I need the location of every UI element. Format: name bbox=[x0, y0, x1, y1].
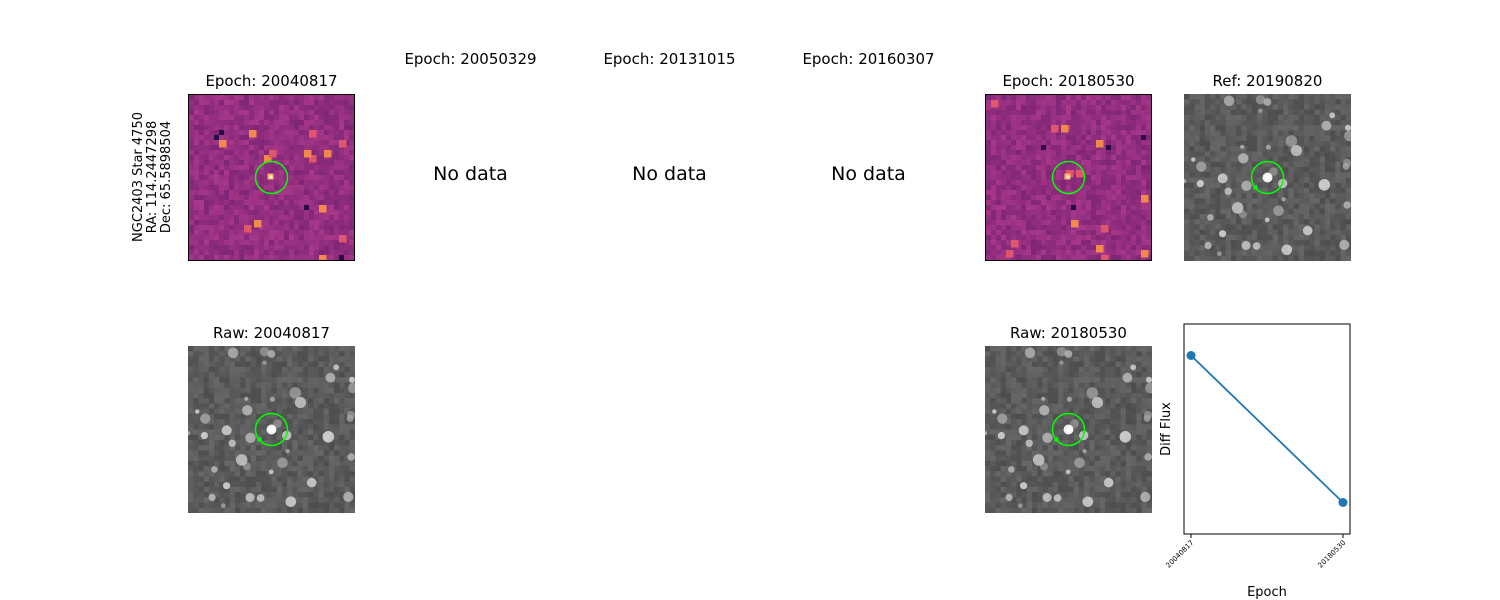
ref-image-svg bbox=[1184, 94, 1351, 261]
raw-image-svg-1 bbox=[188, 346, 355, 513]
raw-title-1: Raw: 20040817 bbox=[213, 324, 330, 342]
diff-image-svg-1 bbox=[189, 95, 354, 260]
star-ra: RA: 114.2447298 bbox=[145, 120, 160, 234]
data-point bbox=[1186, 351, 1196, 360]
no-data-text-20160307: No data bbox=[831, 163, 906, 185]
raw-title-2: Raw: 20180530 bbox=[1010, 324, 1127, 342]
star-name: NGC2403 Star 4750 bbox=[131, 112, 146, 242]
ref-title: Ref: 20190820 bbox=[1212, 72, 1323, 90]
epoch-title-4: Epoch: 20160307 bbox=[802, 50, 935, 68]
epoch-title-1: Epoch: 20040817 bbox=[205, 72, 338, 90]
diff-image-20180530 bbox=[985, 94, 1152, 261]
x-axis-label: Epoch bbox=[1247, 585, 1287, 600]
no-data-text-20131015: No data bbox=[632, 163, 707, 185]
star-dec: Dec: 65.5898504 bbox=[159, 120, 174, 234]
epoch-title-3: Epoch: 20131015 bbox=[603, 50, 736, 68]
epoch-title-2: Epoch: 20050329 bbox=[404, 50, 537, 68]
raw-image-svg-2 bbox=[985, 346, 1152, 513]
diff-image-20040817 bbox=[188, 94, 355, 261]
series-line bbox=[1190, 354, 1344, 504]
epoch-title-5: Epoch: 20180530 bbox=[1002, 72, 1135, 90]
x-tick-label: 20180530 bbox=[1317, 539, 1348, 570]
raw-image-20040817 bbox=[188, 346, 355, 513]
y-axis-label: Diff Flux bbox=[1159, 402, 1174, 456]
no-data-text-20050329: No data bbox=[433, 163, 508, 185]
raw-image-20180530 bbox=[985, 346, 1152, 513]
x-tick-label: 20040817 bbox=[1165, 539, 1196, 570]
diff-image-svg-2 bbox=[986, 95, 1151, 260]
star-info-label: NGC2403 Star 4750 RA: 114.2447298 Dec: 6… bbox=[131, 112, 174, 242]
light-curve-chart: 20040817 20180530 Epoch Diff Flux bbox=[1159, 323, 1351, 600]
data-point bbox=[1338, 498, 1348, 507]
ref-image bbox=[1184, 94, 1351, 261]
